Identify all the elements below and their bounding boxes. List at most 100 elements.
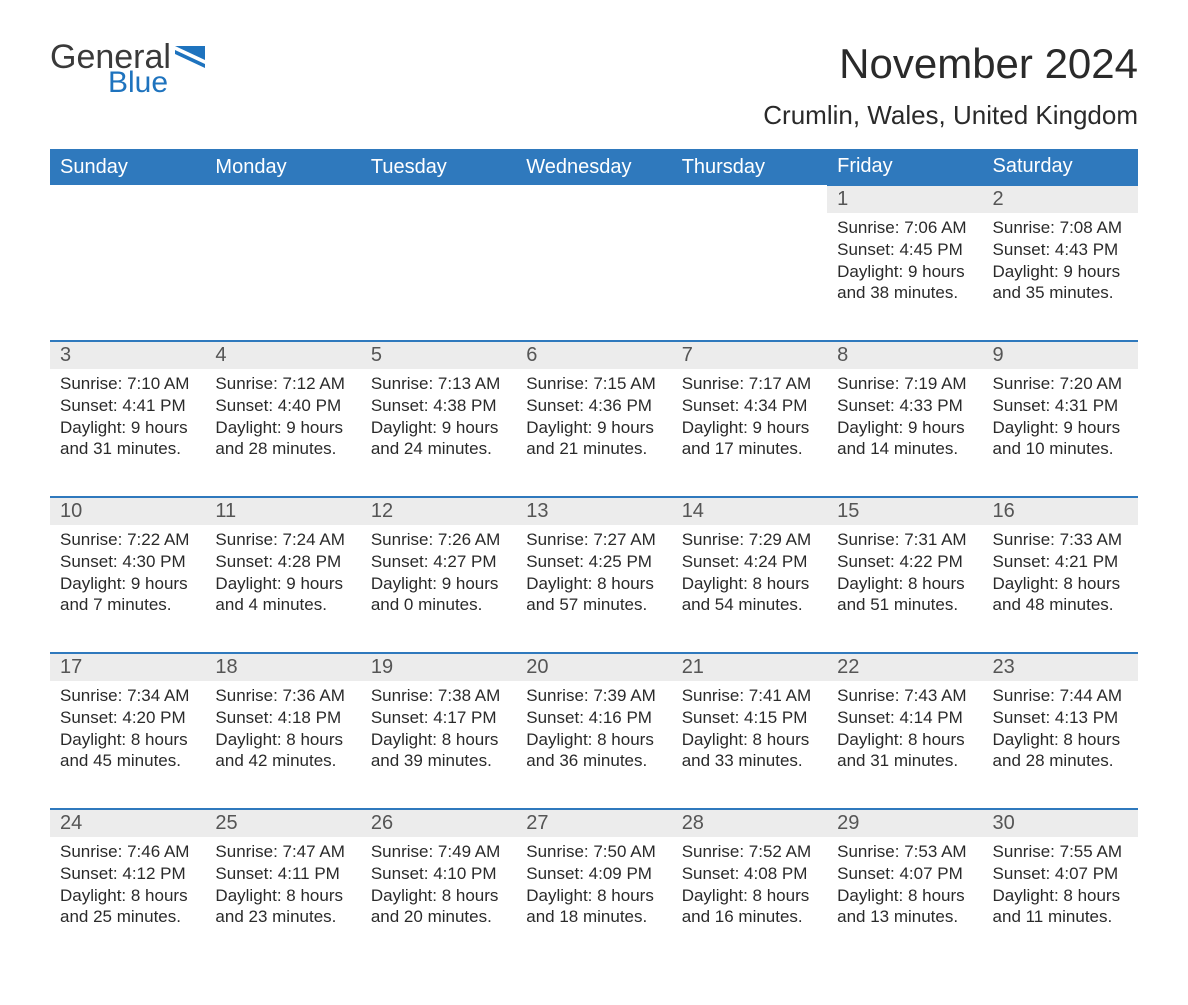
sunset-line: Sunset: 4:36 PM [526,395,661,417]
location-subtitle: Crumlin, Wales, United Kingdom [763,100,1138,131]
sunrise-line: Sunrise: 7:08 AM [993,217,1128,239]
month-title: November 2024 [763,40,1138,88]
sunrise-line: Sunrise: 7:29 AM [682,529,817,551]
empty-cell [205,185,360,213]
sunset-line: Sunset: 4:34 PM [682,395,817,417]
day-number: 28 [672,809,827,837]
empty-cell [516,185,671,213]
daylight-line: Daylight: 8 hours and 33 minutes. [682,729,817,773]
day-cell: Sunrise: 7:10 AMSunset: 4:41 PMDaylight:… [50,369,205,497]
sunrise-line: Sunrise: 7:15 AM [526,373,661,395]
day-number: 12 [361,497,516,525]
sunrise-line: Sunrise: 7:20 AM [993,373,1128,395]
day-cell: Sunrise: 7:39 AMSunset: 4:16 PMDaylight:… [516,681,671,809]
daylight-line: Daylight: 9 hours and 21 minutes. [526,417,661,461]
sunset-line: Sunset: 4:27 PM [371,551,506,573]
day-content-row: Sunrise: 7:46 AMSunset: 4:12 PMDaylight:… [50,837,1138,965]
daylight-line: Daylight: 8 hours and 42 minutes. [215,729,350,773]
daylight-line: Daylight: 9 hours and 7 minutes. [60,573,195,617]
day-cell: Sunrise: 7:36 AMSunset: 4:18 PMDaylight:… [205,681,360,809]
empty-cell [672,213,827,341]
weekday-header: Saturday [983,149,1138,185]
day-cell: Sunrise: 7:55 AMSunset: 4:07 PMDaylight:… [983,837,1138,965]
daylight-line: Daylight: 8 hours and 28 minutes. [993,729,1128,773]
day-number: 27 [516,809,671,837]
day-cell: Sunrise: 7:12 AMSunset: 4:40 PMDaylight:… [205,369,360,497]
day-cell: Sunrise: 7:06 AMSunset: 4:45 PMDaylight:… [827,213,982,341]
empty-cell [50,185,205,213]
day-cell: Sunrise: 7:50 AMSunset: 4:09 PMDaylight:… [516,837,671,965]
daylight-line: Daylight: 8 hours and 13 minutes. [837,885,972,929]
sunrise-line: Sunrise: 7:41 AM [682,685,817,707]
day-cell: Sunrise: 7:34 AMSunset: 4:20 PMDaylight:… [50,681,205,809]
daylight-line: Daylight: 8 hours and 25 minutes. [60,885,195,929]
sunrise-line: Sunrise: 7:31 AM [837,529,972,551]
brand-logo: General Blue [50,40,205,98]
day-number: 17 [50,653,205,681]
day-number-row: 12 [50,185,1138,213]
sunrise-line: Sunrise: 7:43 AM [837,685,972,707]
sunset-line: Sunset: 4:20 PM [60,707,195,729]
day-cell: Sunrise: 7:43 AMSunset: 4:14 PMDaylight:… [827,681,982,809]
day-number: 9 [983,341,1138,369]
weekday-header-row: SundayMondayTuesdayWednesdayThursdayFrid… [50,149,1138,185]
empty-cell [361,213,516,341]
sunset-line: Sunset: 4:07 PM [837,863,972,885]
day-cell: Sunrise: 7:31 AMSunset: 4:22 PMDaylight:… [827,525,982,653]
sunset-line: Sunset: 4:10 PM [371,863,506,885]
day-number: 4 [205,341,360,369]
day-number: 5 [361,341,516,369]
sunrise-line: Sunrise: 7:06 AM [837,217,972,239]
day-content-row: Sunrise: 7:06 AMSunset: 4:45 PMDaylight:… [50,213,1138,341]
day-number: 22 [827,653,982,681]
daylight-line: Daylight: 8 hours and 45 minutes. [60,729,195,773]
daylight-line: Daylight: 9 hours and 17 minutes. [682,417,817,461]
sunrise-line: Sunrise: 7:22 AM [60,529,195,551]
daylight-line: Daylight: 9 hours and 38 minutes. [837,261,972,305]
daylight-line: Daylight: 8 hours and 11 minutes. [993,885,1128,929]
day-number-row: 10111213141516 [50,497,1138,525]
day-cell: Sunrise: 7:52 AMSunset: 4:08 PMDaylight:… [672,837,827,965]
sunrise-line: Sunrise: 7:55 AM [993,841,1128,863]
day-cell: Sunrise: 7:27 AMSunset: 4:25 PMDaylight:… [516,525,671,653]
day-cell: Sunrise: 7:19 AMSunset: 4:33 PMDaylight:… [827,369,982,497]
sunrise-line: Sunrise: 7:33 AM [993,529,1128,551]
daylight-line: Daylight: 9 hours and 24 minutes. [371,417,506,461]
sunset-line: Sunset: 4:07 PM [993,863,1128,885]
sunrise-line: Sunrise: 7:39 AM [526,685,661,707]
sunrise-line: Sunrise: 7:24 AM [215,529,350,551]
daylight-line: Daylight: 9 hours and 0 minutes. [371,573,506,617]
day-number: 11 [205,497,360,525]
sunset-line: Sunset: 4:40 PM [215,395,350,417]
day-cell: Sunrise: 7:33 AMSunset: 4:21 PMDaylight:… [983,525,1138,653]
day-cell: Sunrise: 7:22 AMSunset: 4:30 PMDaylight:… [50,525,205,653]
daylight-line: Daylight: 8 hours and 20 minutes. [371,885,506,929]
daylight-line: Daylight: 8 hours and 18 minutes. [526,885,661,929]
sunset-line: Sunset: 4:21 PM [993,551,1128,573]
sunset-line: Sunset: 4:25 PM [526,551,661,573]
day-cell: Sunrise: 7:13 AMSunset: 4:38 PMDaylight:… [361,369,516,497]
sunset-line: Sunset: 4:14 PM [837,707,972,729]
day-cell: Sunrise: 7:17 AMSunset: 4:34 PMDaylight:… [672,369,827,497]
day-number: 29 [827,809,982,837]
sunset-line: Sunset: 4:28 PM [215,551,350,573]
day-content-row: Sunrise: 7:10 AMSunset: 4:41 PMDaylight:… [50,369,1138,497]
sunset-line: Sunset: 4:12 PM [60,863,195,885]
day-number: 24 [50,809,205,837]
sunrise-line: Sunrise: 7:52 AM [682,841,817,863]
sunrise-line: Sunrise: 7:27 AM [526,529,661,551]
weekday-header: Friday [827,149,982,185]
sunset-line: Sunset: 4:31 PM [993,395,1128,417]
sunset-line: Sunset: 4:43 PM [993,239,1128,261]
empty-cell [516,213,671,341]
day-cell: Sunrise: 7:15 AMSunset: 4:36 PMDaylight:… [516,369,671,497]
sunrise-line: Sunrise: 7:36 AM [215,685,350,707]
daylight-line: Daylight: 8 hours and 51 minutes. [837,573,972,617]
logo-word-2: Blue [108,68,171,98]
page-header: General Blue November 2024 Crumlin, Wale… [50,40,1138,141]
day-cell: Sunrise: 7:38 AMSunset: 4:17 PMDaylight:… [361,681,516,809]
daylight-line: Daylight: 9 hours and 35 minutes. [993,261,1128,305]
empty-cell [672,185,827,213]
daylight-line: Daylight: 9 hours and 31 minutes. [60,417,195,461]
sunset-line: Sunset: 4:41 PM [60,395,195,417]
